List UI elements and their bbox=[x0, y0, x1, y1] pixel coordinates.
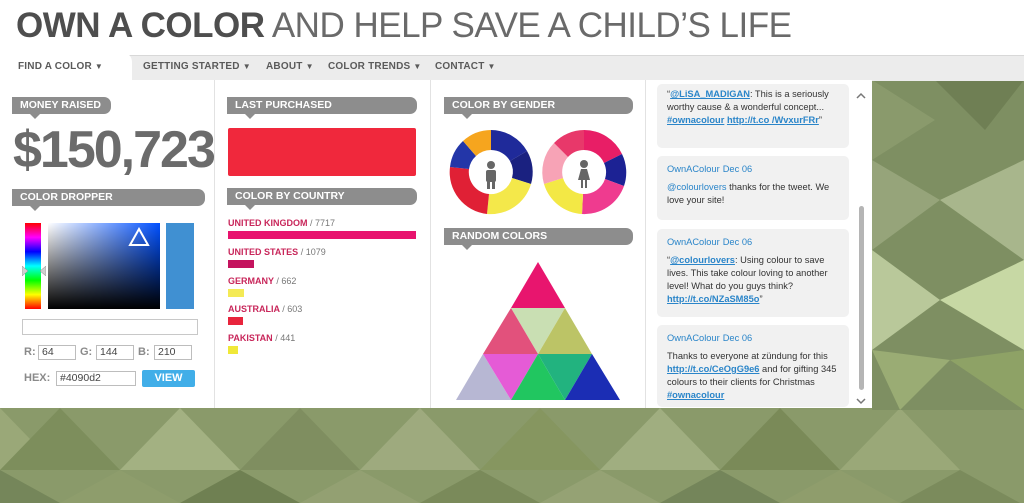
random-colors-triangle[interactable] bbox=[456, 260, 620, 400]
hashtag-link[interactable]: #ownacolour bbox=[667, 390, 725, 400]
column-divider bbox=[214, 80, 215, 408]
g-input[interactable]: 144 bbox=[96, 345, 134, 360]
saturation-value-picker[interactable] bbox=[48, 223, 160, 309]
country-bar[interactable] bbox=[228, 346, 238, 354]
money-raised-value: $150,723 bbox=[13, 121, 216, 179]
country-row: UNITED KINGDOM / 7717 bbox=[228, 218, 336, 228]
tweet-date: Dec 06 bbox=[722, 237, 753, 247]
tweet-url-link[interactable]: http://t.co/CeOgG9e6 bbox=[667, 364, 760, 374]
page-headline: OWN A COLOR AND HELP SAVE A CHILD’S LIFE bbox=[16, 6, 792, 46]
nav-find-a-color[interactable]: FIND A COLOR ▼ bbox=[18, 61, 103, 72]
tweet-url-link[interactable]: http://t.co /WvxurFRr bbox=[726, 115, 819, 125]
tweet-date: Dec 06 bbox=[722, 164, 753, 174]
picker-marker-icon[interactable] bbox=[128, 227, 150, 247]
hashtag-link[interactable]: #ownacolour bbox=[667, 115, 725, 125]
nav-bar bbox=[0, 55, 1024, 81]
country-bar[interactable] bbox=[228, 260, 254, 268]
chevron-down-icon: ▼ bbox=[487, 62, 496, 71]
chevron-down-icon[interactable] bbox=[856, 397, 866, 405]
tweet-handle-link[interactable]: @colourlovers bbox=[667, 182, 727, 192]
nav-about[interactable]: ABOUT ▼ bbox=[266, 61, 314, 72]
b-input[interactable]: 210 bbox=[154, 345, 192, 360]
scrollbar-thumb[interactable] bbox=[859, 206, 864, 390]
country-row: GERMANY / 662 bbox=[228, 276, 297, 286]
headline-rest: AND HELP SAVE A CHILD’S LIFE bbox=[264, 6, 792, 45]
tweet-card: OwnAColour Dec 06 “@colourlovers: Using c… bbox=[657, 229, 849, 317]
last-purchased-label: LAST PURCHASED bbox=[227, 97, 417, 119]
selected-color-swatch bbox=[166, 223, 194, 309]
tweet-date: Dec 06 bbox=[722, 333, 753, 343]
tweet-author-link[interactable]: OwnAColour bbox=[667, 333, 720, 343]
column-divider bbox=[430, 80, 431, 408]
chevron-down-icon: ▼ bbox=[94, 62, 103, 71]
gender-donut-charts bbox=[449, 129, 627, 215]
color-by-country-label: COLOR BY COUNTRY bbox=[227, 188, 417, 210]
tweet-author-link[interactable]: OwnAColour bbox=[667, 237, 720, 247]
country-row: UNITED STATES / 1079 bbox=[228, 247, 326, 257]
tweet-card: “@LiSA_MADIGAN: This is a seriously wort… bbox=[657, 84, 849, 148]
chevron-down-icon: ▼ bbox=[242, 62, 251, 71]
nav-active-tab bbox=[0, 52, 132, 82]
hue-slider[interactable] bbox=[25, 223, 41, 309]
color-dropper-label: COLOR DROPPER bbox=[12, 189, 205, 211]
view-button[interactable]: VIEW bbox=[142, 370, 195, 387]
country-row: AUSTRALIA / 603 bbox=[228, 304, 303, 314]
hex-input[interactable]: #4090d2 bbox=[56, 371, 136, 386]
tweet-url-link[interactable]: http://t.co/NZaSM85o bbox=[667, 294, 760, 304]
column-divider bbox=[645, 80, 646, 408]
color-name-field[interactable] bbox=[22, 319, 198, 335]
chevron-down-icon: ▼ bbox=[305, 62, 314, 71]
tweet-card: OwnAColour Dec 06 Thanks to everyone at z… bbox=[657, 325, 849, 407]
hue-slider-handle-icon[interactable] bbox=[22, 266, 46, 276]
nav-getting-started[interactable]: GETTING STARTED ▼ bbox=[143, 61, 251, 72]
headline-bold: OWN A COLOR bbox=[16, 6, 265, 45]
last-purchased-swatch[interactable] bbox=[228, 128, 416, 176]
r-label: R: bbox=[24, 346, 36, 358]
random-colors-label: RANDOM COLORS bbox=[444, 228, 633, 250]
chevron-down-icon: ▼ bbox=[413, 62, 422, 71]
nav-contact[interactable]: CONTACT ▼ bbox=[435, 61, 496, 72]
tweet-handle-link[interactable]: @LiSA_MADIGAN bbox=[670, 89, 750, 99]
hex-label: HEX: bbox=[24, 372, 51, 384]
country-bar[interactable] bbox=[228, 317, 243, 325]
tweet-card: OwnAColour Dec 06 @colourlovers thanks fo… bbox=[657, 156, 849, 220]
money-raised-label: MONEY RAISED bbox=[12, 97, 111, 119]
tweet-handle-link[interactable]: @colourlovers bbox=[670, 255, 735, 265]
country-bar[interactable] bbox=[228, 231, 416, 239]
nav-color-trends[interactable]: COLOR TRENDS ▼ bbox=[328, 61, 422, 72]
country-bar[interactable] bbox=[228, 289, 244, 297]
color-by-gender-label: COLOR BY GENDER bbox=[444, 97, 633, 119]
chevron-up-icon[interactable] bbox=[856, 92, 866, 100]
country-row: PAKISTAN / 441 bbox=[228, 333, 296, 343]
b-label: B: bbox=[138, 346, 150, 358]
g-label: G: bbox=[80, 346, 93, 358]
r-input[interactable]: 64 bbox=[38, 345, 76, 360]
tweet-author-link[interactable]: OwnAColour bbox=[667, 164, 720, 174]
